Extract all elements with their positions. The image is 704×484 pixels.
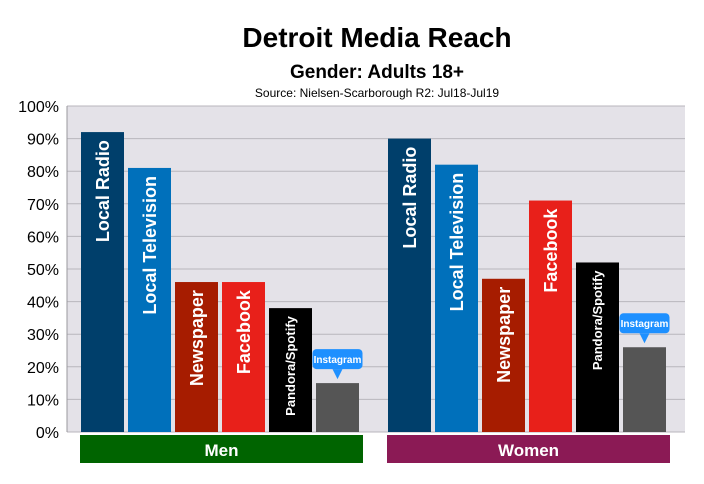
bar xyxy=(81,132,124,432)
bar xyxy=(435,164,478,432)
bar xyxy=(128,167,171,432)
bar-label: Local Radio xyxy=(93,140,113,242)
chart-title: Detroit Media Reach xyxy=(242,22,512,53)
callout-bubble xyxy=(312,349,363,370)
bar xyxy=(529,200,572,432)
callout-pointer xyxy=(639,333,650,344)
y-tick-label: 30% xyxy=(27,327,59,344)
y-tick-label: 100% xyxy=(18,99,59,116)
callout-bubble xyxy=(619,313,670,334)
y-tick-label: 70% xyxy=(27,197,59,214)
y-tick-label: 40% xyxy=(27,295,59,312)
bar-label: Local Radio xyxy=(400,147,420,249)
bar xyxy=(623,347,666,432)
bar xyxy=(269,308,312,432)
y-tick-label: 0% xyxy=(36,425,59,442)
bar-label: Local Television xyxy=(447,173,467,312)
bar-label: Instagram xyxy=(621,319,669,330)
group-label-box xyxy=(387,435,670,463)
y-tick-label: 80% xyxy=(27,164,59,181)
chart-source: Source: Nielsen-Scarborough R2: Jul18-Ju… xyxy=(254,86,500,100)
bar xyxy=(388,138,431,432)
bar-label: Pandora/Spotify xyxy=(283,315,298,415)
y-tick-label: 90% xyxy=(27,132,59,149)
chart-subtitle: Gender: Adults 18+ xyxy=(289,62,465,83)
group-label: Women xyxy=(498,441,559,460)
bar-label: Instagram xyxy=(314,355,362,366)
bar xyxy=(482,278,525,432)
y-tick-label: 20% xyxy=(27,360,59,377)
y-tick-label: 10% xyxy=(27,392,59,409)
bar-label: Facebook xyxy=(541,208,561,293)
bar-label: Facebook xyxy=(234,289,254,374)
group-label: Men xyxy=(205,441,239,460)
bar-label: Newspaper xyxy=(494,287,514,383)
group-label-box xyxy=(80,435,363,463)
bar xyxy=(175,282,218,432)
y-tick-label: 60% xyxy=(27,229,59,246)
bar-label: Pandora/Spotify xyxy=(590,270,605,370)
y-tick-label: 50% xyxy=(27,262,59,279)
callout-pointer xyxy=(332,369,343,380)
bar xyxy=(576,262,619,432)
bar xyxy=(316,383,359,432)
bar xyxy=(222,282,265,432)
bar-label: Newspaper xyxy=(187,290,207,386)
bar-label: Local Television xyxy=(140,176,160,315)
